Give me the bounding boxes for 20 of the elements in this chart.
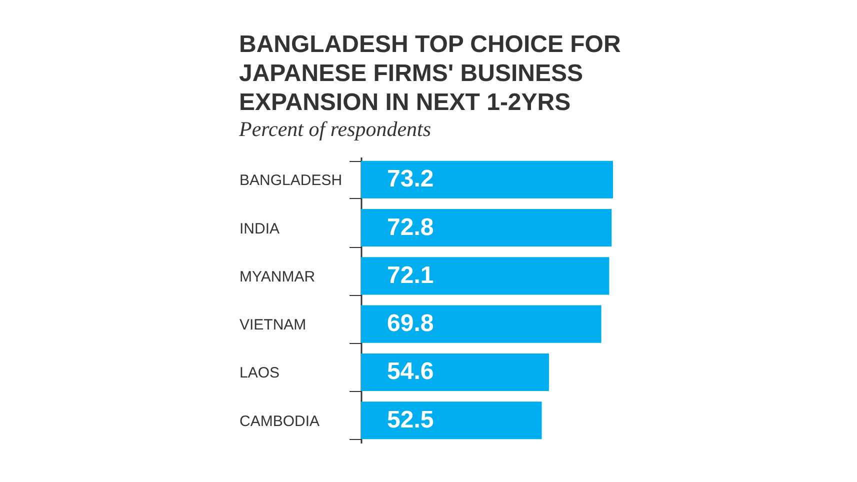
chart-title: BANGLADESH TOP CHOICE FOR JAPANESE FIRMS' BUSINESS EXPANSION IN NEXT 1-2YRS	[239, 31, 621, 116]
y-tick-label: LAOS	[240, 364, 280, 382]
bar	[361, 209, 612, 247]
bar	[361, 353, 549, 391]
bar	[361, 160, 613, 198]
data-label: 72.1	[387, 262, 434, 289]
data-label: 52.5	[387, 406, 434, 434]
data-label: 72.8	[387, 214, 434, 241]
data-label: 73.2	[387, 166, 434, 193]
data-label: 69.8	[387, 310, 434, 338]
chart-subtitle: Percent of respondents	[238, 117, 432, 141]
bar	[361, 402, 542, 440]
bar	[361, 305, 602, 343]
bar	[361, 257, 610, 295]
y-tick-label: VIETNAM	[240, 316, 306, 334]
y-tick-label: CAMBODIA	[240, 412, 320, 430]
y-tick-label: INDIA	[240, 220, 280, 238]
y-tick-label: BANGLADESH	[240, 172, 342, 190]
y-tick-label: MYANMAR	[240, 268, 316, 286]
data-label: 54.6	[387, 358, 434, 386]
